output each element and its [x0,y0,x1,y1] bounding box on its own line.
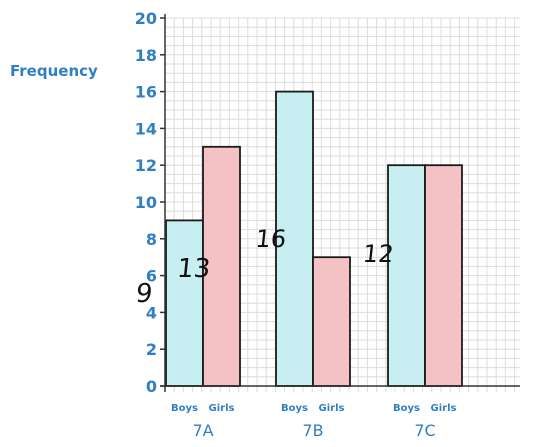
x-category-label: 7C [414,421,435,440]
x-category-label: 7B [302,421,323,440]
y-tick-label: 14 [135,119,157,138]
y-tick-label: 2 [146,340,157,359]
y-tick-label: 16 [135,83,157,102]
handwritten-value-label: 13 [176,254,212,284]
bar-girls-7a [202,145,241,387]
bar-series-label: Boys [171,403,198,414]
handwritten-value-label: 9 [134,279,154,309]
y-tick-label: 6 [146,267,157,286]
bar-boys-7c [387,164,426,387]
bar-boys-7a [165,219,204,387]
y-tick-label: 10 [135,193,157,212]
y-tick-label: 8 [146,230,157,249]
y-tick-label: 4 [146,303,157,322]
y-tick-label: 0 [146,377,157,396]
bar-series-label: Boys [281,403,308,414]
bar-girls-7c [424,164,463,387]
y-tick-label: 20 [135,9,157,28]
bar-series-label: Girls [431,403,457,414]
handwritten-value-label: 16 [254,225,287,253]
handwritten-value-label: 12 [362,240,395,268]
y-tick-label: 18 [135,46,157,65]
y-tick-label: 12 [135,156,157,175]
y-axis-label: Frequency [10,62,98,80]
bar-series-label: Boys [393,403,420,414]
bar-series-label: Girls [209,403,235,414]
bar-girls-7b [312,256,351,387]
x-category-label: 7A [192,421,213,440]
bar-series-label: Girls [319,403,345,414]
bar-boys-7b [275,90,314,387]
